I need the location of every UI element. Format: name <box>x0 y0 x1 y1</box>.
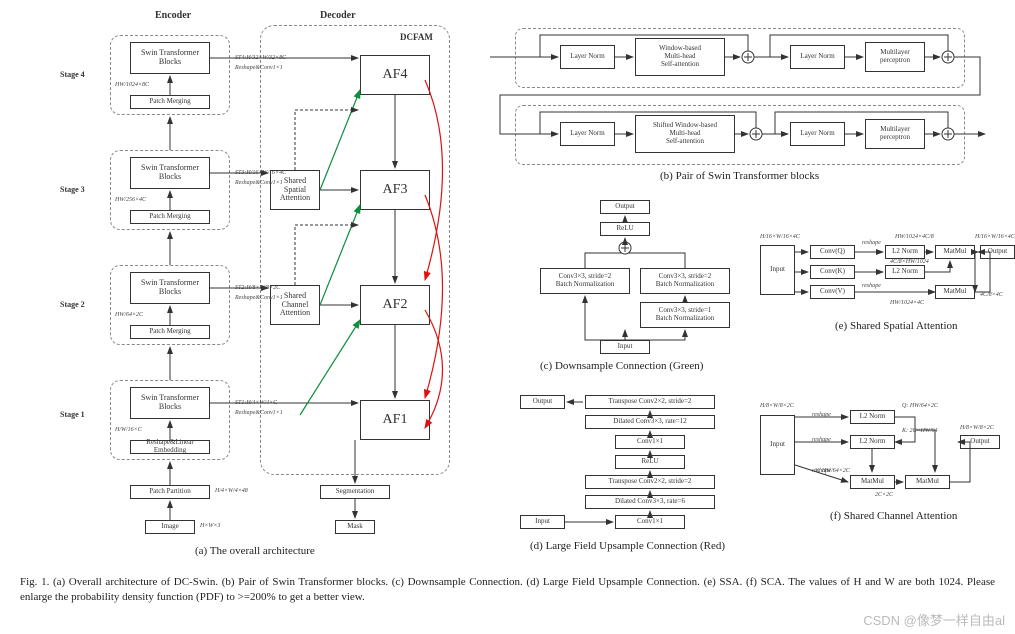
watermark: CSDN @像梦一样自由al <box>863 610 1005 629</box>
panel-b-label: (b) Pair of Swin Transformer blocks <box>660 170 819 182</box>
panel-d-label: (d) Large Field Upsample Connection (Red… <box>530 540 725 552</box>
panel-e-label: (e) Shared Spatial Attention <box>835 320 958 332</box>
panel-b-svg <box>490 20 990 170</box>
figure-area: Encoder Decoder DCFAM Stage 4 Stage 3 St… <box>20 10 995 565</box>
panel-d-svg <box>515 390 735 540</box>
panel-a-svg <box>20 10 470 550</box>
panel-f-label: (f) Shared Channel Attention <box>830 510 957 522</box>
panel-e-svg <box>750 235 1015 315</box>
figure-caption: Fig. 1. (a) Overall architecture of DC-S… <box>20 575 995 606</box>
panel-f-svg <box>750 400 1015 510</box>
panel-a-label: (a) The overall architecture <box>195 545 315 557</box>
panel-c-label: (c) Downsample Connection (Green) <box>540 360 703 372</box>
panel-c-svg <box>520 195 750 360</box>
